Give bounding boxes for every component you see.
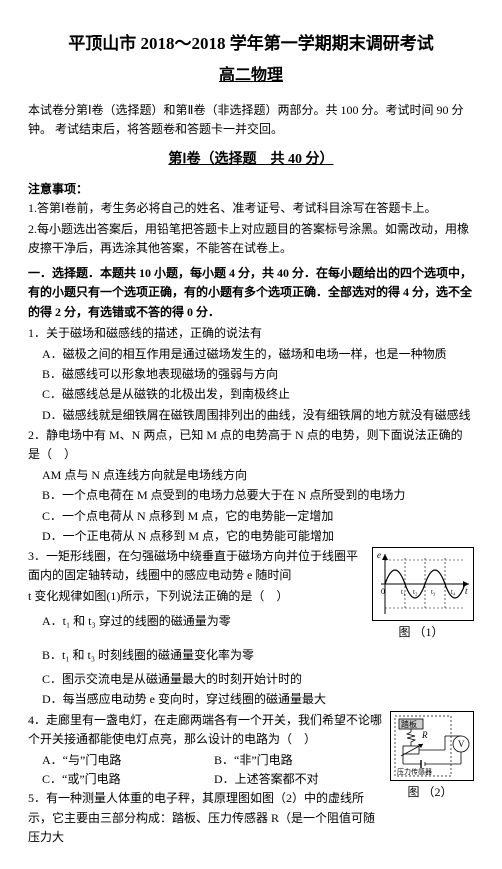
q3-opt-b: B．t₁ 和 t₃ 时刻线圈的磁通量变化率为零 [42,646,474,665]
q3-options-rest: B．t₁ 和 t₃ 时刻线圈的磁通量变化率为零 [42,646,474,665]
q1-opt-b: B．磁感线可以形象地表现磁场的强弱与方向 [42,365,474,384]
q4-options-cd: C．“或”门电路 D．上述答案都不对 [42,770,386,789]
q4-opt-c: C．“或”门电路 [42,770,214,789]
figure-2-container: 踏板 R V [386,711,474,802]
figure-1-container: e t t₁ t₂ t₃ t₄ 0 [368,547,474,642]
q4-options-ab: A．“与”门电路 B．“非”门电路 [42,751,386,770]
q4-row: 4．走廊里有一盏电灯，在走廊两端各有一个开关，我们希望不论哪个开关接通都能使电灯… [28,711,474,849]
q2-options: AM 点与 N 点连线方向就是电场线方向 B．一个点电荷在 M 点受到的电场力总… [42,466,474,546]
q2-opt-d: D．一个正电荷从 N 点移到 M 点，它的电势能可能增加 [42,527,474,546]
exam-page: 平顶山市 2018～2018 学年第一学期期末调研考试 高二物理 本试卷分第Ⅰ卷… [0,0,502,869]
section-1-title: 第Ⅰ卷（选择题 共 40 分） [28,149,474,171]
q2-opt-c: C．一个点电荷从 N 点移到 M 点，它的电势能一定增加 [42,507,474,526]
q3-opt-a: A．t₁ 和 t₃ 穿过的线圈的磁通量为零 [42,612,368,631]
q1-stem: 1．关于磁场和磁感线的描述，正确的说法有 [28,324,474,343]
svg-text:t₄: t₄ [451,588,456,596]
svg-text:t₃: t₃ [431,588,436,596]
q1-opt-c: C．磁感线总是从磁铁的北极出发，到南极终止 [42,385,474,404]
q3-stem-2: t 变化规律如图(1)所示，下列说法正确的是（ ） [28,587,368,606]
q5-stem: 5．有一种测量人体重的电子秤，其原理图如图（2）中的虚线所示，它主要由三部分构成… [28,789,386,847]
label-meter: V [458,739,465,749]
svg-text:0: 0 [381,587,385,596]
title-line-2: 高二物理 [28,63,474,89]
label-board: 踏板 [401,719,417,729]
intro-line-2: 考试结束后，将答题卷和答题卡一并交回。 [55,122,283,136]
notice-item-1: 1.答第Ⅰ卷前，考生务必将自己的姓名、准考证号、考试科目涂写在答题卡上。 [28,199,474,218]
q1-opt-d: D．磁感线就是细铁屑在磁铁周围排列出的曲线，没有细铁屑的地方就没有磁感线 [42,406,474,425]
title-line-1: 平顶山市 2018～2018 学年第一学期期末调研考试 [28,30,474,57]
label-r: R [421,730,428,740]
svg-text:e: e [377,550,381,560]
q4-stem: 4．走廊里有一盏电灯，在走廊两端各有一个开关，我们希望不论哪个开关接通都能使电灯… [28,711,386,749]
part-1-heading: 一．选择题．本题共 10 小题，每小题 4 分，共 40 分．在每小题给出的四个… [28,264,474,322]
svg-text:t: t [465,586,468,596]
svg-text:t₁: t₁ [401,588,405,596]
q3-stem-1: 3．一矩形线圈，在匀强磁场中绕垂直于磁场方向并位于线圈平面内的固定轴转动，线圈中… [28,547,368,585]
intro-text: 本试卷分第Ⅰ卷（选择题）和第Ⅱ卷（非选择题）两部分。共 100 分。考试时间 9… [28,101,474,139]
q3-options-a: A．t₁ 和 t₃ 穿过的线圈的磁通量为零 [42,612,368,631]
notice-item-2: 2.每小题选出答案后，用铅笔把答题卡上对应题目的答案标号涂黑。如需改动，用橡皮擦… [28,220,474,258]
label-sensor: 压力传感器 [397,767,432,776]
svg-text:t₂: t₂ [413,588,418,596]
q3-opt-c: C．图示交流电是从磁通量最大的时刻开始计时的 [42,670,474,689]
q4-opt-d: D．上述答案都不对 [214,770,386,789]
q1-options: A．磁极之间的相互作用是通过磁场发生的，磁场和电场一样，也是一种物质 B．磁感线… [42,345,474,425]
figure-2-caption: 图 （2） [386,783,474,802]
figure-1: e t t₁ t₂ t₃ t₄ 0 [372,547,474,621]
q3-row: 3．一矩形线圈，在匀强磁场中绕垂直于磁场方向并位于线圈平面内的固定轴转动，线圈中… [28,547,474,642]
q1-opt-a: A．磁极之间的相互作用是通过磁场发生的，磁场和电场一样，也是一种物质 [42,345,474,364]
q4-opt-a: A．“与”门电路 [42,751,214,770]
q3-options-cd: C．图示交流电是从磁通量最大的时刻开始计时的 D．每当感应电动势 e 变向时，穿… [42,670,474,709]
figure-1-caption: 图 （1） [368,623,474,642]
q4-opt-b: B．“非”门电路 [214,751,386,770]
figure-2: 踏板 R V [390,711,474,781]
q2-stem-2: AM 点与 N 点连线方向就是电场线方向 [42,466,474,485]
q3-opt-d: D．每当感应电动势 e 变向时，穿过线圈的磁通量最大 [42,690,474,709]
q2-opt-b: B．一个点电荷在 M 点受到的电场力总要大于在 N 点所受到的电场力 [42,486,474,505]
q2-stem-1: 2．静电场中有 M、N 两点，已知 M 点的电势高于 N 点的电势，则下面说法正… [28,426,474,464]
notice-heading: 注意事项： [28,180,474,199]
